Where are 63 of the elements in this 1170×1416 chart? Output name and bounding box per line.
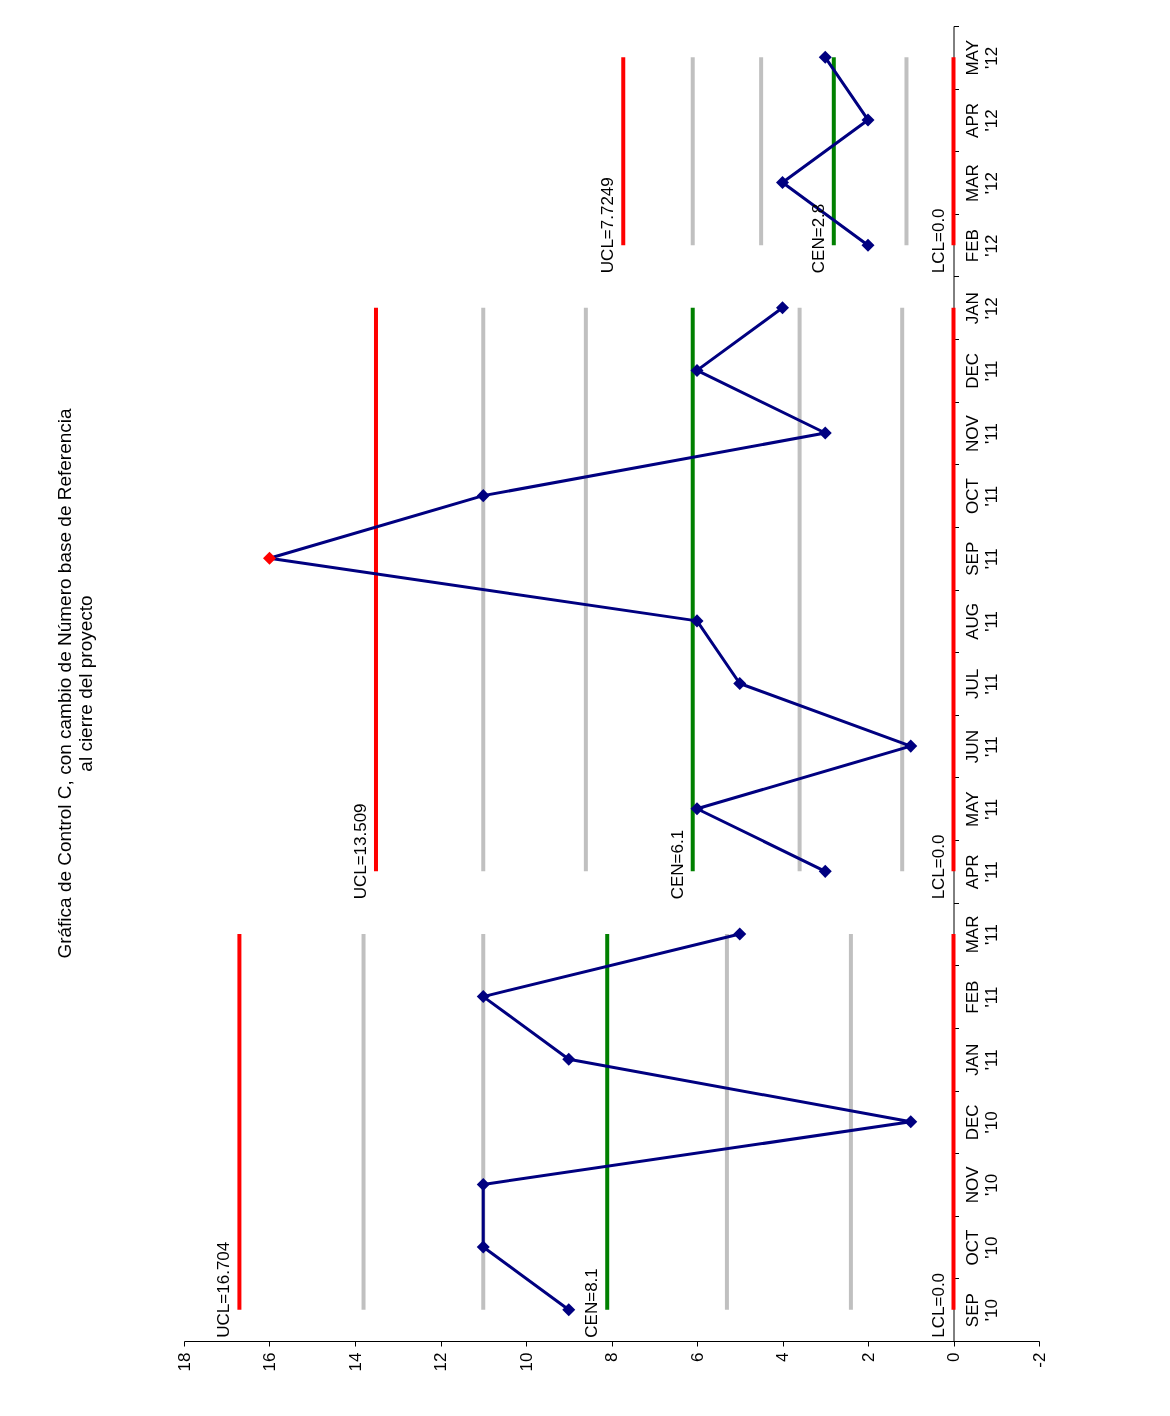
point: [775, 176, 790, 190]
x-tick-label: 14: [345, 1352, 365, 1372]
y-tick-label: MAR '11: [963, 915, 1001, 954]
y-tick-label: APR '12: [963, 102, 1001, 138]
point: [476, 489, 490, 503]
point: [904, 1115, 918, 1129]
y-tick-label: JAN '11: [963, 1043, 1001, 1076]
annotation: LCL=0.0: [928, 834, 948, 900]
y-tick-label: MAR '12: [963, 164, 1001, 202]
point: [775, 301, 790, 315]
annotation: CEN=6.1: [667, 829, 687, 900]
y-tick-label: FEB '11: [963, 980, 1001, 1014]
x-tick-label: 4: [773, 1352, 792, 1362]
point: [476, 990, 490, 1004]
y-tick-label: OCT '10: [963, 1229, 1001, 1266]
point: [818, 864, 832, 878]
y-tick-label: OCT '11: [963, 478, 1001, 515]
point: [262, 551, 277, 565]
x-tick-label: 8: [602, 1352, 621, 1362]
annotation: UCL=7.7249: [598, 177, 618, 274]
annotation: UCL=13.509: [350, 803, 370, 900]
annotation: CEN=2.8: [808, 203, 828, 274]
point: [733, 927, 747, 941]
y-tick-label: DEC '11: [963, 352, 1001, 389]
point: [476, 1240, 490, 1254]
point: [690, 363, 704, 377]
point: [733, 676, 747, 691]
point: [904, 739, 918, 753]
x-tick-label: -2: [1029, 1352, 1049, 1368]
x-tick-label: 0: [944, 1352, 963, 1362]
y-tick-label: DEC '10: [963, 1104, 1001, 1141]
x-tick-label: 18: [174, 1352, 194, 1372]
y-tick-label: JAN '12: [963, 292, 1001, 325]
point: [818, 50, 832, 64]
annotation: CEN=8.1: [582, 1268, 602, 1338]
point: [690, 802, 704, 816]
x-tick-label: 16: [260, 1352, 279, 1372]
point: [562, 1303, 576, 1317]
x-tick-label: 12: [431, 1352, 450, 1372]
annotation: LCL=0.0: [928, 208, 948, 274]
y-tick-label: JUN '11: [963, 730, 1001, 764]
point: [861, 113, 875, 127]
y-tick-label: NOV '11: [963, 414, 1001, 452]
point: [476, 1177, 490, 1191]
annotation: LCL=0.0: [928, 1272, 948, 1338]
x-tick-label: 2: [858, 1352, 878, 1362]
y-tick-label: JUL '11: [963, 668, 1001, 700]
y-tick-label: AUG '11: [963, 602, 1001, 640]
annotation: UCL=16.704: [214, 1241, 234, 1338]
point: [562, 1052, 576, 1066]
point: [861, 238, 875, 252]
x-tick-label: 6: [687, 1352, 707, 1362]
text: Gráfica de Control C, con cambio de Número base de Referencia al cierre del proyecto: [54, 407, 96, 959]
point: [818, 426, 832, 440]
x-tick-label: 10: [516, 1352, 536, 1372]
y-tick-label: NOV '10: [963, 1165, 1001, 1204]
y-tick-label: MAY '12: [963, 40, 1001, 76]
y-tick-label: SEP '10: [963, 1293, 1001, 1328]
y-tick-label: APR '11: [963, 854, 1001, 890]
y-tick-label: FEB '12: [963, 229, 1001, 263]
y-tick-label: SEP '11: [963, 541, 1001, 576]
point: [690, 614, 704, 628]
y-tick-label: MAY '11: [963, 791, 1001, 828]
